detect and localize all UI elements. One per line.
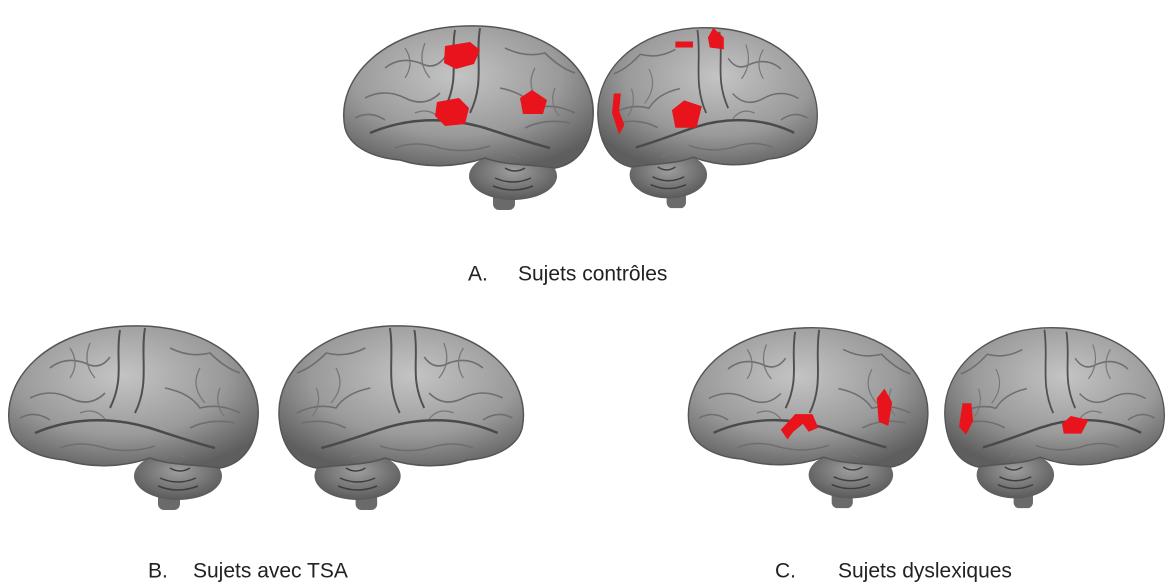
panel-label: Sujets dyslexiques xyxy=(838,560,1012,583)
panel-letter: A. xyxy=(468,263,488,286)
panel-label: Sujets contrôles xyxy=(518,263,667,286)
panel-letter: C. xyxy=(775,560,796,583)
brain-left-c xyxy=(687,326,930,510)
brain-left-a xyxy=(342,24,595,212)
brain-left-b xyxy=(7,324,260,512)
brain-right-b xyxy=(277,324,525,512)
panel-label: Sujets avec TSA xyxy=(193,560,348,583)
brain-right-c xyxy=(943,326,1166,510)
panel-letter: B. xyxy=(148,560,168,583)
brain-right-a xyxy=(596,26,819,210)
